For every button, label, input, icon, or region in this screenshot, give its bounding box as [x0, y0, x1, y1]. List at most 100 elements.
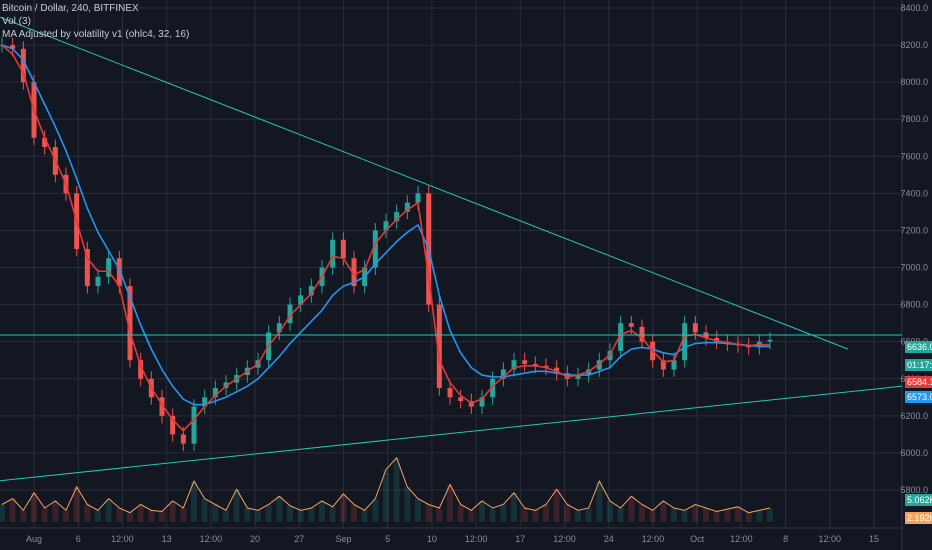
volume-bar — [649, 510, 656, 522]
x-tick-label: Oct — [690, 534, 705, 544]
price-tag-label: 01:17:52 — [907, 360, 932, 370]
volume-bar — [628, 496, 635, 522]
x-tick-label: 12:00 — [819, 534, 842, 544]
x-tick-label: 13 — [162, 534, 172, 544]
y-tick-label: 8200.0 — [900, 40, 928, 50]
volume-bar — [596, 481, 603, 522]
x-tick-label: 27 — [294, 534, 304, 544]
x-tick-label: 8 — [783, 534, 788, 544]
candle-body — [660, 360, 666, 370]
volume-bar — [617, 508, 624, 522]
y-tick-label: 7400.0 — [900, 188, 928, 198]
volume-bar — [639, 504, 645, 522]
ma-slow-line — [1, 44, 771, 406]
candle-body — [180, 434, 186, 444]
candle-body — [308, 286, 314, 296]
candle-body — [447, 388, 453, 398]
price-tag — [905, 341, 932, 353]
volume-bar — [500, 504, 507, 522]
x-tick-label: 24 — [604, 534, 614, 544]
volume-bar — [9, 498, 16, 522]
x-tick-label: Aug — [26, 534, 42, 544]
candle-body — [575, 375, 581, 379]
candle-body — [84, 249, 90, 287]
candle-body — [106, 258, 112, 277]
volume-bar — [745, 512, 752, 522]
volume-bar — [767, 508, 773, 522]
candle-body — [10, 45, 16, 49]
price-tag — [905, 376, 932, 388]
legend-volume[interactable]: Vol (3) — [2, 16, 31, 27]
candle-body — [639, 326, 645, 342]
volume-bar — [255, 510, 261, 522]
volume-bar — [404, 487, 411, 522]
candle-body — [383, 221, 389, 231]
price-tag — [905, 494, 932, 506]
volume-bar — [137, 504, 144, 522]
candle-body — [564, 373, 570, 379]
price-axis-panel — [902, 0, 932, 550]
volume-bar — [0, 504, 5, 522]
volume-bar — [287, 505, 293, 522]
volume-bar — [265, 504, 272, 522]
candle-body — [202, 397, 208, 407]
trendline-lower — [0, 385, 903, 482]
y-tick-label: 7600.0 — [900, 151, 928, 161]
volume-bar — [276, 496, 283, 522]
ma-fast-line — [1, 44, 771, 432]
volume-bar — [329, 506, 336, 522]
candle-body — [159, 397, 165, 416]
candle-body — [522, 360, 528, 364]
volume-bar — [425, 504, 432, 522]
volume-bar — [41, 508, 48, 522]
volume-bar — [361, 510, 368, 522]
volume-bar — [73, 487, 80, 522]
candle-body — [618, 323, 624, 351]
volume-bar — [756, 510, 763, 522]
candle-body — [682, 323, 688, 361]
candle-body — [415, 193, 421, 203]
volume-bar — [447, 484, 453, 522]
volume-bar — [511, 492, 517, 522]
legend: Bitcoin / Dollar, 240, BITFINEX Vol (3) … — [2, 2, 189, 41]
candle-body — [479, 397, 485, 407]
candle-body — [138, 360, 144, 379]
volume-bar — [393, 457, 400, 522]
volume-bar — [319, 501, 325, 522]
trendline-upper — [0, 16, 849, 350]
candle-body — [468, 401, 474, 407]
candle-body — [212, 388, 218, 398]
candle-body — [692, 323, 698, 333]
candle-body — [170, 415, 176, 435]
volume-bar — [553, 489, 560, 522]
candle-body — [404, 202, 410, 212]
y-tick-label: 5800.0 — [900, 485, 928, 495]
y-tick-label: 6800.0 — [900, 300, 928, 310]
candle-body — [330, 239, 336, 268]
candle-body — [95, 276, 101, 287]
volume-bar — [308, 508, 315, 522]
price-tag-label: 6636.0 — [907, 342, 932, 352]
volume-bar — [95, 510, 101, 522]
volume-bar — [297, 510, 304, 522]
candle-body — [116, 258, 122, 287]
legend-symbol[interactable]: Bitcoin / Dollar, 240, BITFINEX — [2, 3, 139, 14]
volume-bar — [468, 510, 475, 522]
x-tick-label: 12:00 — [465, 534, 488, 544]
candle-body — [767, 339, 773, 342]
candle-body — [628, 323, 634, 327]
x-tick-label: 12:00 — [553, 534, 576, 544]
volume-bar — [116, 508, 123, 522]
candle-body — [127, 286, 133, 361]
candle-body — [714, 337, 720, 342]
candle-body — [372, 230, 378, 268]
volume-bar — [191, 481, 197, 522]
x-tick-label: 5 — [385, 534, 390, 544]
candle-body — [458, 397, 464, 402]
candle-body — [543, 365, 549, 368]
legend-indicator[interactable]: MA Adjusted by volatility v1 (ohlc4, 32,… — [2, 29, 190, 40]
candle-body — [340, 239, 346, 259]
volume-bar — [585, 508, 592, 522]
